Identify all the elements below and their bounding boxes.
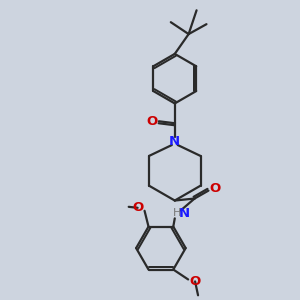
Text: O: O (132, 201, 143, 214)
Text: O: O (210, 182, 221, 195)
Text: N: N (179, 207, 190, 220)
Text: N: N (169, 135, 180, 148)
Text: H: H (172, 208, 181, 218)
Text: O: O (146, 115, 158, 128)
Text: O: O (190, 275, 201, 288)
